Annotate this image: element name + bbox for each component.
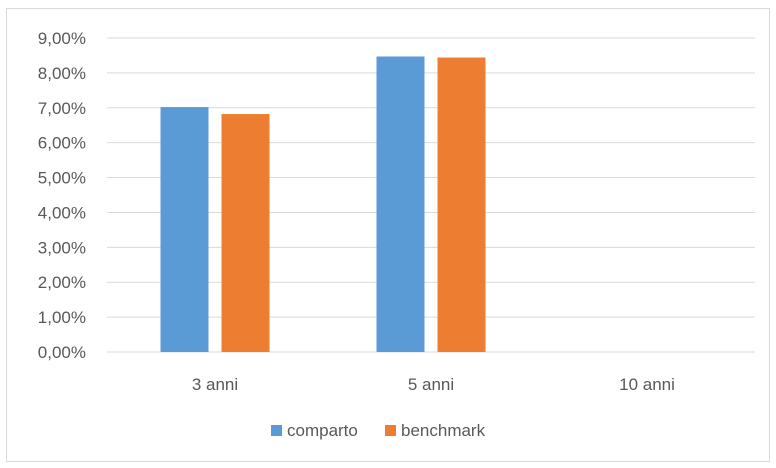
y-tick-label: 5,00% xyxy=(38,169,86,188)
y-axis-tick-labels: 0,00% 1,00% 2,00% 3,00% 4,00% 5,00% 6,00% 7,00%… xyxy=(38,29,86,362)
y-tick-label: 7,00% xyxy=(38,99,86,118)
x-tick-label: 10 anni xyxy=(619,375,675,394)
legend-swatch-benchmark xyxy=(385,425,396,436)
legend-swatch-comparto xyxy=(271,425,282,436)
y-tick-label: 9,00% xyxy=(38,29,86,48)
legend: comparto benchmark xyxy=(271,421,486,440)
y-tick-label: 6,00% xyxy=(38,134,86,153)
x-axis-tick-labels: 3 anni 5 anni 10 anni xyxy=(192,375,675,394)
bar-benchmark-0 xyxy=(221,114,270,353)
bar-comparto-0 xyxy=(160,107,209,352)
legend-label-benchmark: benchmark xyxy=(401,421,486,440)
y-tick-label: 0,00% xyxy=(38,343,86,362)
x-tick-label: 3 anni xyxy=(192,375,238,394)
y-tick-label: 2,00% xyxy=(38,273,86,292)
bar-benchmark-1 xyxy=(437,57,486,352)
y-tick-label: 8,00% xyxy=(38,64,86,83)
y-tick-label: 4,00% xyxy=(38,203,86,222)
x-tick-label: 5 anni xyxy=(408,375,454,394)
bar-comparto-1 xyxy=(376,56,425,352)
y-tick-label: 3,00% xyxy=(38,238,86,257)
y-tick-label: 1,00% xyxy=(38,308,86,327)
gridlines xyxy=(107,37,755,353)
bars xyxy=(160,56,486,353)
legend-label-comparto: comparto xyxy=(287,421,358,440)
